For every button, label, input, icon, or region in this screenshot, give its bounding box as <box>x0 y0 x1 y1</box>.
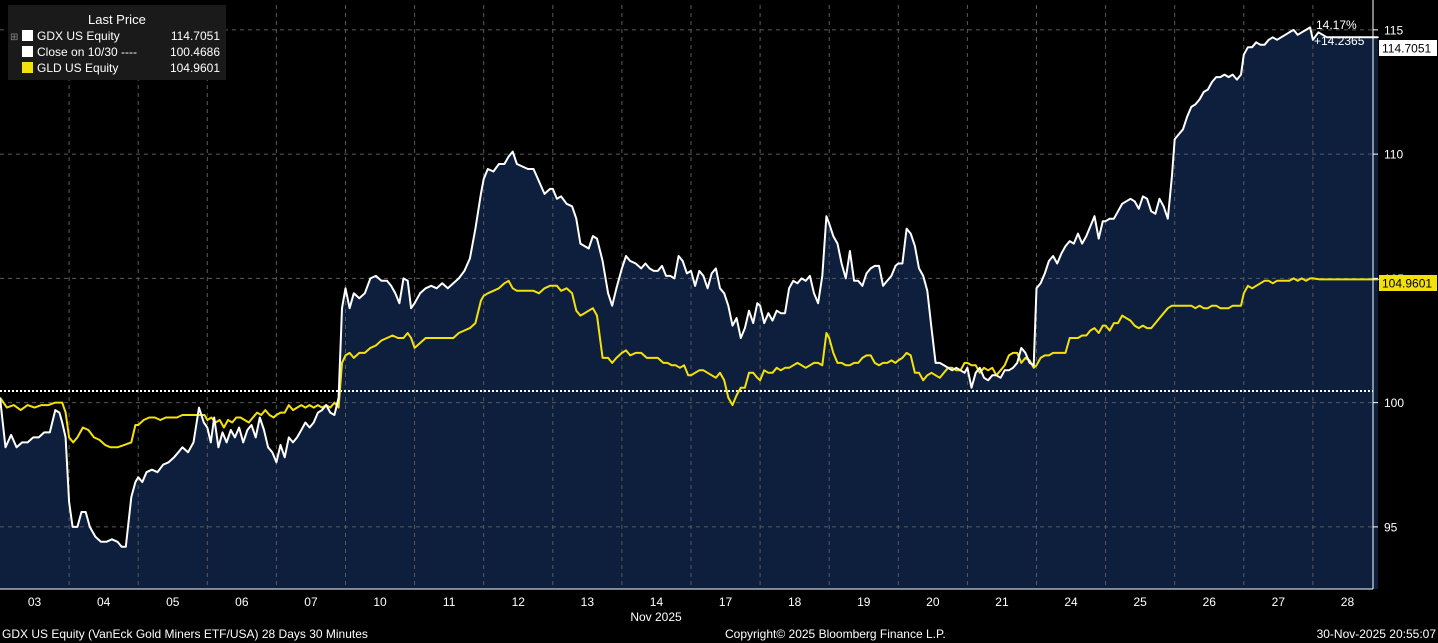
x-tick-label: 24 <box>1064 595 1078 609</box>
x-tick-label: 17 <box>719 595 733 609</box>
legend-expand-icon[interactable]: ⊞ <box>10 32 18 43</box>
legend-label-gdx: GDX US Equity <box>37 29 120 43</box>
legend-swatch-gld <box>22 62 33 73</box>
gld-us-equity-line <box>0 277 1378 449</box>
x-tick-label: 20 <box>926 595 940 609</box>
x-tick-label: 04 <box>97 595 111 609</box>
gdx-us-equity-line <box>0 26 1378 548</box>
x-tick-label: 07 <box>304 595 318 609</box>
abs-change-label: +14.2365 <box>1314 34 1365 48</box>
x-tick-label: 21 <box>995 595 1009 609</box>
legend-value-gdx: 114.7051 <box>171 29 220 43</box>
gld-last-price-tag: 104.9601 <box>1379 275 1437 291</box>
x-tick-label: 28 <box>1341 595 1355 609</box>
x-tick-label: 18 <box>788 595 802 609</box>
horizontal-gridlines <box>0 29 1373 528</box>
x-month-label: Nov 2025 <box>630 610 682 624</box>
gdx-last-price-tag: 114.7051 <box>1379 40 1437 56</box>
footer-center: Copyright© 2025 Bloomberg Finance L.P. <box>725 627 946 641</box>
gdx-area-fill <box>0 27 1378 589</box>
footer-left: GDX US Equity (VanEck Gold Miners ETF/US… <box>2 627 368 641</box>
legend-swatch-gdx <box>22 30 33 41</box>
footer-right: 30-Nov-2025 20:55:07 <box>1317 627 1437 641</box>
legend: Last Price GDX US Equity 114.7051 Close … <box>8 5 226 80</box>
legend-swatch-close <box>22 46 33 57</box>
x-tick-label: 11 <box>443 595 456 609</box>
x-tick-label: 25 <box>1133 595 1147 609</box>
legend-value-close: 100.4686 <box>170 45 220 59</box>
x-tick-label: 05 <box>166 595 180 609</box>
x-tick-label: 10 <box>373 595 387 609</box>
x-tick-label: 06 <box>235 595 249 609</box>
legend-background <box>8 5 226 80</box>
y-tick-label: 100 <box>1384 396 1404 410</box>
legend-label-gld: GLD US Equity <box>37 61 118 75</box>
gdx-last-price-text: 114.7051 <box>1382 42 1431 56</box>
gdx-area <box>0 27 1378 589</box>
x-tick-label: 26 <box>1203 595 1217 609</box>
pct-change-label: 14.17% <box>1316 18 1357 32</box>
series-lines <box>0 26 1379 548</box>
x-tick-label: 14 <box>650 595 664 609</box>
legend-title: Last Price <box>88 12 146 27</box>
x-tick-label: 03 <box>28 595 42 609</box>
x-tick-labels: 03 04 05 06 07 10 11 12 13 14 17 18 19 20 21 24 25 26 27 28 <box>28 595 1355 609</box>
gld-last-price-text: 104.9601 <box>1382 277 1432 291</box>
y-tick-label: 110 <box>1384 148 1403 162</box>
x-tick-label: 27 <box>1272 595 1286 609</box>
y-tick-label: 115 <box>1384 23 1403 37</box>
y-tick-label: 95 <box>1384 520 1398 534</box>
x-tick-label: 19 <box>857 595 871 609</box>
legend-label-close: Close on 10/30 ---- <box>37 45 137 59</box>
axes <box>0 0 1374 590</box>
x-tick-label: 13 <box>581 595 595 609</box>
legend-value-gld: 104.9601 <box>170 61 220 75</box>
x-tick-label: 12 <box>512 595 526 609</box>
